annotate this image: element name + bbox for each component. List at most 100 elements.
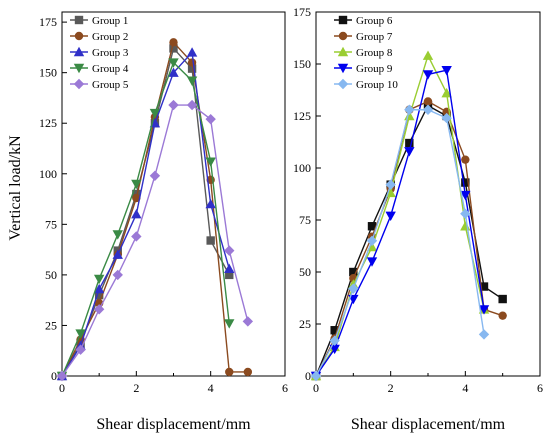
- data-point: [93, 283, 105, 294]
- data-point: [224, 263, 235, 274]
- legend-marker: [338, 15, 348, 25]
- y-tick-label: 150: [293, 57, 311, 71]
- data-point: [441, 112, 452, 124]
- y-tick-label: 0: [305, 369, 311, 383]
- legend-label: Group 5: [92, 79, 129, 91]
- data-point: [385, 211, 396, 222]
- y-tick-label: 125: [39, 116, 57, 130]
- y-tick-label: 0: [51, 369, 57, 383]
- right-chart-panel: 0 2 4 6 0 25 50 75 100 125 150 175 Shear displacemen…: [293, 5, 543, 433]
- data-point: [186, 76, 198, 86]
- data-point: [423, 97, 433, 106]
- data-point: [169, 38, 178, 47]
- legend-label: Group 10: [356, 79, 398, 91]
- y-tick-label: 50: [45, 268, 57, 282]
- data-point: [149, 170, 161, 181]
- data-point: [461, 155, 470, 164]
- data-point: [225, 367, 234, 377]
- legend-marker: [73, 78, 85, 90]
- legend-label: Group 9: [356, 63, 393, 75]
- y-tick-label: 175: [293, 5, 311, 19]
- data-point: [441, 66, 452, 76]
- data-point: [75, 329, 86, 339]
- data-point: [112, 249, 123, 259]
- data-point: [242, 316, 254, 327]
- data-point: [205, 113, 216, 125]
- data-point: [149, 108, 161, 119]
- legend-marker: [74, 31, 84, 41]
- data-point: [348, 283, 359, 294]
- data-point: [478, 305, 490, 315]
- data-point: [225, 270, 234, 280]
- data-point: [367, 222, 377, 231]
- data-point: [187, 58, 197, 67]
- data-point: [330, 326, 339, 335]
- legend-label: Group 1: [92, 15, 128, 27]
- x-tick-label: 4: [462, 381, 468, 395]
- legend-marker: [73, 46, 85, 57]
- data-point: [186, 99, 198, 111]
- y-tick-label: 25: [45, 318, 57, 332]
- y-tick-label: 100: [39, 167, 57, 181]
- legend-label: Group 4: [92, 63, 129, 75]
- legend-marker: [338, 31, 348, 41]
- legend-marker: [337, 63, 349, 74]
- data-point: [132, 193, 141, 203]
- data-point: [385, 187, 396, 198]
- data-point: [460, 208, 471, 219]
- data-point: [131, 179, 142, 190]
- legend-label: Group 2: [92, 31, 128, 43]
- legend-marker: [337, 78, 349, 90]
- data-point: [131, 209, 142, 219]
- data-point: [56, 370, 68, 382]
- data-point: [112, 269, 123, 281]
- data-point: [366, 235, 378, 246]
- data-point: [385, 179, 396, 190]
- data-point: [224, 319, 235, 329]
- data-point: [422, 50, 434, 60]
- data-point: [93, 304, 105, 315]
- data-point: [498, 311, 507, 320]
- data-point: [498, 294, 507, 304]
- data-point: [404, 147, 415, 157]
- series-line: [61, 50, 230, 377]
- series-line: [315, 69, 485, 377]
- y-tick-label: 25: [299, 317, 311, 331]
- data-point: [479, 282, 489, 291]
- data-point: [243, 367, 253, 377]
- y-tick-label: 75: [45, 217, 57, 231]
- y-tick-label: 175: [39, 15, 57, 29]
- legend-marker: [73, 63, 85, 74]
- series-line: [315, 109, 485, 377]
- data-point: [75, 344, 86, 355]
- y-tick-label: 150: [39, 66, 57, 80]
- data-point: [205, 157, 216, 167]
- data-point: [349, 267, 358, 277]
- data-point: [168, 67, 179, 77]
- data-point: [329, 335, 340, 346]
- legend-label: Group 6: [356, 15, 393, 27]
- data-point: [187, 64, 197, 73]
- shared-y-axis-label: Vertical load/kN: [7, 135, 24, 241]
- legend-label: Group 7: [356, 31, 393, 43]
- data-point: [366, 257, 378, 267]
- data-point: [168, 58, 179, 68]
- y-tick-label: 125: [293, 109, 311, 123]
- y-tick-label: 50: [299, 265, 311, 279]
- legend-marker: [74, 15, 84, 25]
- x-tick-label: 6: [537, 381, 543, 395]
- data-point: [224, 245, 235, 256]
- x-tick-label: 0: [59, 381, 65, 395]
- x-axis-label: Shear displacement/mm: [351, 416, 506, 433]
- data-point: [206, 236, 215, 245]
- legend-label: Group 8: [356, 47, 393, 59]
- data-point: [461, 178, 470, 187]
- data-point: [329, 344, 340, 355]
- y-tick-label: 100: [293, 161, 311, 175]
- y-tick-label: 75: [299, 213, 311, 227]
- x-tick-label: 0: [313, 381, 319, 395]
- legend-label: Group 3: [92, 47, 129, 59]
- legend-marker: [337, 46, 349, 57]
- data-point: [168, 99, 179, 111]
